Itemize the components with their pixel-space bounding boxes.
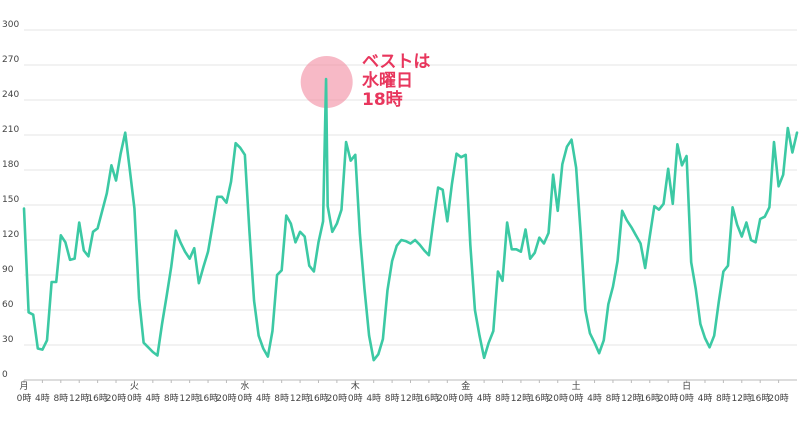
y-tick-label: 270 bbox=[2, 55, 19, 65]
x-tick-label: 20時 bbox=[768, 393, 788, 404]
x-tick-label: 16時 bbox=[198, 393, 218, 404]
day-label: 木 bbox=[351, 380, 360, 392]
x-tick-label: 0時 bbox=[17, 393, 32, 404]
x-tick-label: 8時 bbox=[164, 393, 179, 404]
y-tick-label: 180 bbox=[2, 160, 19, 170]
day-label: 日 bbox=[682, 381, 691, 392]
x-tick-label: 4時 bbox=[587, 393, 602, 404]
x-tick-label: 0時 bbox=[237, 393, 252, 404]
annotation-line: ベストは bbox=[362, 52, 430, 72]
x-tick-label: 8時 bbox=[53, 393, 68, 404]
x-tick-label: 4時 bbox=[698, 393, 713, 404]
x-tick-label: 8時 bbox=[495, 393, 510, 404]
x-tick-label: 20時 bbox=[548, 393, 568, 404]
x-tick-label: 12時 bbox=[69, 393, 89, 404]
day-label: 水 bbox=[240, 380, 249, 392]
x-tick-label: 20時 bbox=[658, 393, 678, 404]
series-layer bbox=[22, 77, 799, 362]
y-tick-label: 240 bbox=[2, 90, 19, 100]
y-tick-label: 60 bbox=[2, 300, 14, 310]
x-tick-label: 12時 bbox=[621, 393, 641, 404]
x-tick-label: 16時 bbox=[640, 393, 660, 404]
x-tick-label: 0時 bbox=[348, 393, 363, 404]
x-tick-label: 4時 bbox=[477, 393, 492, 404]
x-tick-label: 4時 bbox=[366, 393, 381, 404]
x-tick-label: 16時 bbox=[529, 393, 549, 404]
x-tick-label: 12時 bbox=[290, 393, 310, 404]
annotation-line: 水曜日 bbox=[362, 70, 413, 91]
x-tick-label: 4時 bbox=[145, 393, 160, 404]
x-tick-label: 8時 bbox=[606, 393, 621, 404]
x-tick-label: 20時 bbox=[106, 393, 126, 404]
x-tick-label: 20時 bbox=[216, 393, 236, 404]
x-tick-label: 8時 bbox=[716, 393, 731, 404]
x-tick-label: 16時 bbox=[419, 393, 439, 404]
x-tick-label: 8時 bbox=[274, 393, 289, 404]
day-label: 火 bbox=[130, 381, 139, 392]
y-tick-label: 300 bbox=[2, 20, 19, 30]
x-tick-label: 0時 bbox=[569, 393, 584, 404]
x-tick-label: 0時 bbox=[127, 393, 142, 404]
y-tick-label: 90 bbox=[2, 265, 14, 275]
x-tick-label: 20時 bbox=[437, 393, 457, 404]
x-tick-label: 12時 bbox=[511, 393, 531, 404]
y-axis-ticks: 0 30 60 90 120 150 180 210 240 270 300 bbox=[2, 20, 19, 380]
day-label: 月 bbox=[19, 381, 28, 392]
x-tick-label: 12時 bbox=[400, 393, 420, 404]
x-tick-label: 20時 bbox=[327, 393, 347, 404]
series-line bbox=[22, 77, 799, 362]
annotation-line: 18時 bbox=[362, 89, 403, 110]
y-tick-label: 30 bbox=[2, 335, 14, 345]
x-tick-label: 16時 bbox=[750, 393, 770, 404]
x-tick-label: 12時 bbox=[732, 393, 752, 404]
day-label: 金 bbox=[461, 380, 470, 392]
y-tick-label: 210 bbox=[2, 125, 19, 135]
x-tick-label: 12時 bbox=[179, 393, 199, 404]
day-label: 土 bbox=[572, 380, 581, 392]
x-tick-label: 0時 bbox=[679, 393, 694, 404]
x-tick-label: 16時 bbox=[87, 393, 107, 404]
x-tick-label: 16時 bbox=[308, 393, 328, 404]
x-tick-label: 0時 bbox=[458, 393, 473, 404]
y-tick-label: 150 bbox=[2, 195, 19, 205]
x-tick-label: 4時 bbox=[35, 393, 50, 404]
y-tick-label: 0 bbox=[2, 370, 8, 380]
x-tick-label: 4時 bbox=[256, 393, 271, 404]
x-tick-label: 8時 bbox=[385, 393, 400, 404]
grid-lines bbox=[24, 29, 797, 381]
y-tick-label: 120 bbox=[2, 230, 19, 240]
